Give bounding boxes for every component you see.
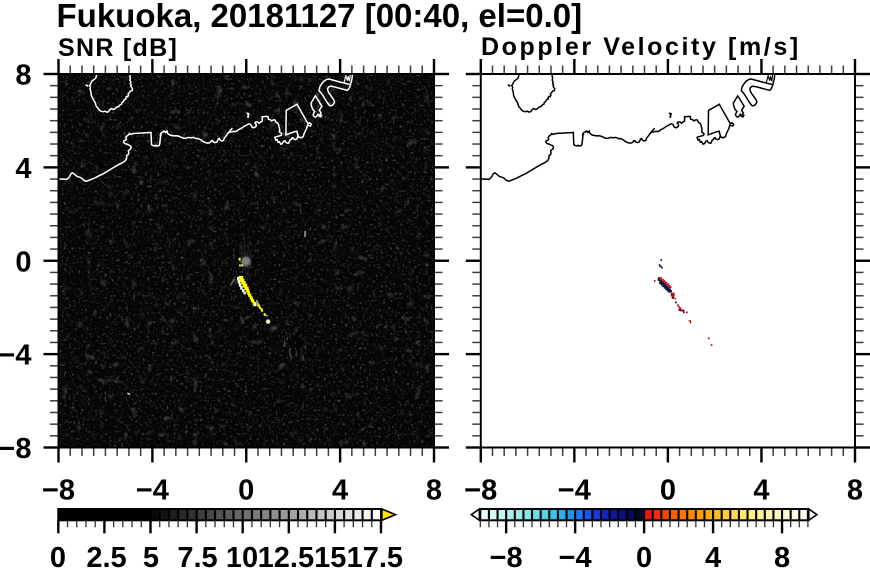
svg-text:4: 4 <box>15 153 31 185</box>
svg-text:−4: −4 <box>0 340 32 372</box>
svg-text:17.5: 17.5 <box>347 542 403 570</box>
svg-text:0: 0 <box>50 542 66 570</box>
svg-text:7.5: 7.5 <box>177 542 217 570</box>
svg-text:−4: −4 <box>558 475 591 507</box>
svg-text:8: 8 <box>847 475 863 507</box>
svg-text:8: 8 <box>15 60 31 92</box>
svg-text:4: 4 <box>753 475 769 507</box>
svg-text:0: 0 <box>636 542 652 570</box>
svg-text:−8: −8 <box>464 475 497 507</box>
svg-text:−4: −4 <box>559 542 592 570</box>
svg-text:0: 0 <box>238 475 254 507</box>
svg-text:4: 4 <box>332 475 348 507</box>
svg-text:0: 0 <box>15 246 31 278</box>
svg-text:8: 8 <box>426 475 442 507</box>
svg-text:SNR [dB]: SNR [dB] <box>58 34 178 62</box>
svg-text:2.5: 2.5 <box>86 542 126 570</box>
svg-text:8: 8 <box>774 542 790 570</box>
svg-text:Fukuoka, 20181127 [00:40, el=0: Fukuoka, 20181127 [00:40, el=0.0] <box>57 0 583 34</box>
svg-text:−8: −8 <box>0 433 32 465</box>
svg-text:12.5: 12.5 <box>258 542 314 570</box>
svg-text:15: 15 <box>314 542 346 570</box>
svg-text:0: 0 <box>660 475 676 507</box>
svg-text:Doppler Velocity [m/s]: Doppler Velocity [m/s] <box>481 33 801 61</box>
svg-text:10: 10 <box>226 542 258 570</box>
svg-text:−8: −8 <box>490 542 523 570</box>
svg-text:−4: −4 <box>136 475 169 507</box>
svg-text:5: 5 <box>143 542 159 570</box>
svg-text:−8: −8 <box>42 475 75 507</box>
svg-text:4: 4 <box>705 542 721 570</box>
